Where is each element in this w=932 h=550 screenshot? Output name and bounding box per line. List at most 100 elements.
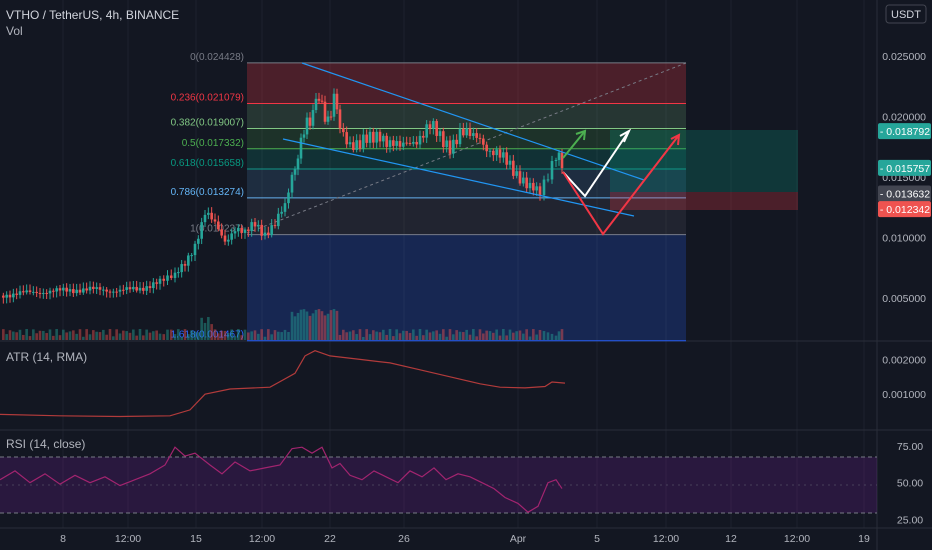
volume-bar — [240, 335, 243, 340]
volume-bar — [305, 311, 309, 340]
volume-bar — [311, 313, 315, 340]
candle-body — [326, 116, 330, 122]
volume-bar — [135, 335, 138, 340]
candle-body — [535, 186, 538, 191]
red-arrowhead — [670, 133, 681, 146]
candle-body — [308, 117, 312, 126]
candle-body — [505, 152, 508, 165]
volume-bar — [372, 330, 375, 340]
green-scenario-arrow[interactable] — [562, 130, 586, 159]
white-scenario-arrow[interactable] — [562, 130, 630, 198]
volume-bar — [237, 329, 240, 340]
volume-bar — [187, 334, 190, 340]
price-label-text: - 0.012342 — [880, 204, 930, 216]
candle-body — [323, 101, 327, 122]
candle-body — [532, 182, 535, 191]
volume-bar — [263, 336, 267, 340]
volume-bar — [227, 333, 230, 340]
candle-body — [277, 213, 280, 227]
candle-body — [223, 235, 227, 242]
candle-body — [412, 141, 415, 144]
volume-bar — [320, 311, 324, 340]
channel-upper-line[interactable] — [301, 62, 645, 181]
candle-body — [148, 286, 152, 289]
candle-body — [342, 128, 345, 133]
candle-body — [472, 133, 475, 136]
candle-body — [438, 131, 442, 136]
volume-bar — [82, 336, 85, 340]
candle-body — [329, 116, 333, 118]
candle-body — [48, 290, 52, 294]
time-tick-label: Apr — [510, 533, 527, 545]
candle-body — [35, 291, 38, 293]
volume-bar — [508, 329, 512, 340]
volume-bar — [432, 331, 435, 340]
volume-bar — [287, 332, 290, 340]
candle-body — [88, 286, 92, 291]
candle-body — [5, 294, 8, 298]
candle-body — [200, 222, 203, 239]
volume-bar — [435, 330, 438, 340]
volume-bar — [382, 329, 385, 340]
rsi-axis-ticks: 75.00 50.00 25.00 — [897, 441, 923, 527]
candle-body — [187, 255, 190, 266]
volume-bar — [422, 335, 425, 340]
volume-bar — [448, 329, 452, 340]
volume-bar — [152, 331, 155, 340]
candle-body — [177, 272, 180, 274]
candle-body — [230, 233, 233, 240]
volume-bar — [299, 309, 303, 340]
volume-bar — [542, 331, 546, 340]
volume-bar — [538, 329, 542, 340]
volume-bar — [230, 329, 233, 340]
volume-bar — [375, 331, 378, 340]
candle-body — [287, 192, 290, 204]
candle-body — [213, 219, 217, 222]
volume-bar — [550, 333, 554, 340]
candle-body — [283, 203, 287, 212]
atr-line — [0, 350, 566, 418]
volume-bar — [290, 311, 294, 340]
candle-body — [546, 179, 550, 181]
price-label-badge — [878, 201, 931, 218]
candle-body — [375, 131, 378, 143]
volume-bar — [452, 334, 455, 340]
white-arrowhead — [619, 128, 632, 143]
time-tick-label: 12 — [725, 533, 737, 545]
candle-body — [75, 289, 78, 294]
candle-body — [92, 286, 95, 289]
candle-body — [395, 141, 398, 146]
candle-body — [338, 109, 342, 129]
fibonacci-retracement[interactable]: 0(0.024428) 0.236(0.021079) 0.382(0.019007… — [171, 52, 687, 342]
price-label-text: - 0.013632 — [880, 189, 930, 201]
rsi-tick-label: 75.00 — [897, 441, 923, 453]
chart-title: VTHO / TetherUS, 4h, BINANCE — [6, 8, 179, 22]
candle-body — [365, 134, 368, 143]
volume-bar — [283, 329, 287, 340]
price-label-badge — [878, 185, 931, 202]
candle-body — [253, 222, 257, 227]
volume-bar — [368, 334, 372, 340]
volume-bar — [5, 334, 8, 340]
candle-body — [217, 221, 220, 230]
long-position-profit-zone[interactable] — [610, 130, 798, 192]
volume-bar — [118, 333, 122, 340]
volume-bar — [458, 331, 462, 340]
candle-body — [62, 287, 65, 291]
volume-bar — [48, 329, 52, 340]
candle-body — [155, 282, 158, 284]
candle-body — [142, 287, 145, 291]
red-scenario-arrow[interactable] — [562, 134, 680, 236]
candle-body — [442, 131, 445, 148]
volume-bar — [502, 329, 505, 340]
channel-lower-line[interactable] — [282, 138, 635, 217]
volume-bar — [323, 315, 327, 340]
long-position-loss-zone[interactable] — [610, 192, 798, 210]
candle-body — [102, 289, 105, 291]
candle-body — [180, 264, 183, 273]
currency-button[interactable] — [885, 4, 927, 24]
candle-body — [362, 134, 365, 149]
candle-body — [280, 211, 283, 214]
volume-bar — [302, 309, 306, 340]
